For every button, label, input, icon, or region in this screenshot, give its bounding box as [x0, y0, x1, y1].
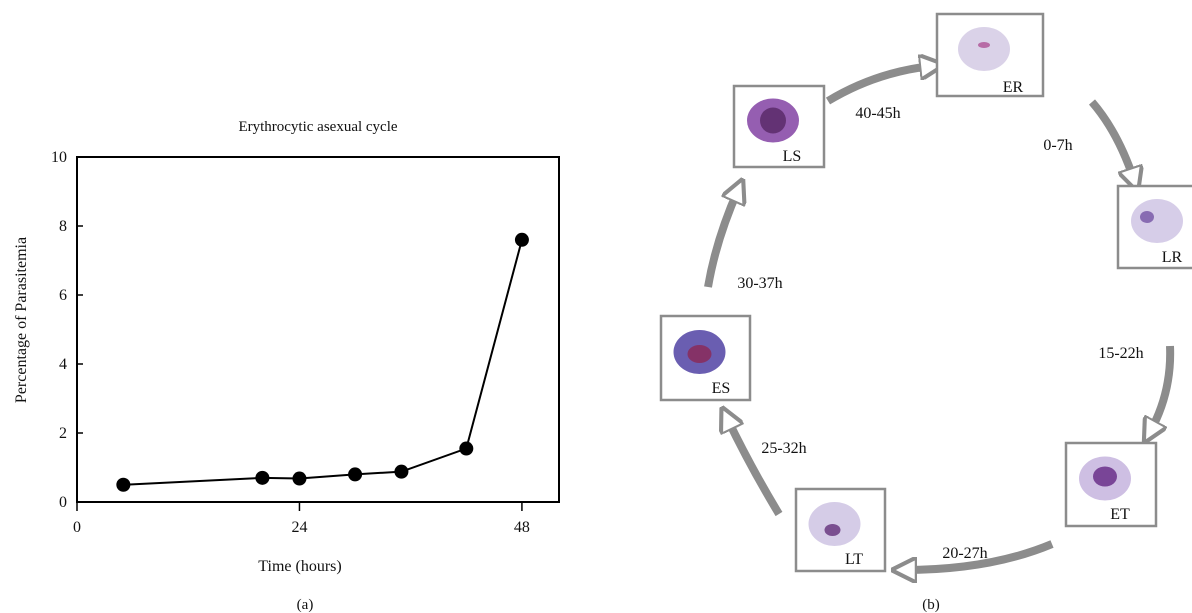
parasite-image — [978, 42, 990, 48]
parasite-image — [760, 107, 786, 134]
cycle-arrow — [825, 66, 932, 105]
stage-label: LS — [783, 148, 802, 165]
transition-label: 20-27h — [942, 545, 987, 562]
chart-title: Erythrocytic asexual cycle — [238, 119, 397, 135]
y-axis-label: Percentage of Parasitemia — [13, 237, 30, 403]
x-tick-label: 0 — [73, 519, 81, 536]
x-axis-ticks: 0 24 48 — [73, 502, 530, 536]
plot-frame — [76, 156, 560, 503]
y-tick-label: 6 — [59, 287, 67, 304]
transition-label: 40-45h — [855, 105, 900, 122]
parasite-image — [824, 524, 841, 536]
cycle-arrows — [704, 66, 1175, 570]
stage-ls: LS — [732, 84, 826, 169]
cell-image — [958, 27, 1010, 71]
transition-label: 15-22h — [1098, 345, 1143, 362]
stage-label: ET — [1110, 506, 1130, 523]
transition-label: 30-37h — [737, 275, 782, 292]
y-axis-ticks: 0 2 4 6 8 10 — [51, 149, 83, 511]
stage-label: LR — [1162, 249, 1183, 266]
data-point — [514, 232, 529, 247]
stage-label: ES — [712, 380, 731, 397]
data-point — [394, 464, 409, 479]
stage-lt: LT — [794, 487, 887, 573]
cycle-arrow — [727, 418, 783, 517]
panel-b-label: (b) — [922, 597, 940, 613]
stage-label: ER — [1003, 79, 1024, 96]
x-tick-label: 24 — [291, 519, 307, 536]
transition-label: 0-7h — [1043, 137, 1072, 154]
data-point — [459, 441, 474, 456]
stage-es: ES — [659, 314, 752, 402]
parasite-image — [1093, 466, 1117, 487]
panel-a-label: (a) — [297, 597, 314, 613]
cell-image — [1131, 199, 1183, 243]
x-axis-label: Time (hours) — [258, 558, 341, 575]
cycle-transitions: 0-7h 15-22h 20-27h 25-32h 30-37h 40-45h — [737, 105, 1143, 562]
stage-lr: LR — [1116, 184, 1192, 270]
stage-et: ET — [1064, 441, 1158, 528]
stage-label: LT — [845, 551, 863, 568]
cycle-arrow — [1088, 99, 1134, 180]
data-point — [348, 467, 363, 482]
cycle-arrow — [1150, 345, 1175, 432]
y-tick-label: 10 — [51, 149, 67, 166]
y-tick-label: 4 — [59, 356, 67, 373]
stage-er: ER — [935, 12, 1045, 98]
y-tick-label: 2 — [59, 425, 67, 442]
y-tick-label: 8 — [59, 218, 67, 235]
data-points — [116, 232, 529, 492]
x-tick-label: 48 — [514, 519, 530, 536]
parasite-image — [1140, 211, 1154, 223]
cell-image — [808, 502, 861, 546]
y-tick-label: 0 — [59, 494, 67, 511]
cycle-arrow — [904, 540, 1054, 570]
data-point — [292, 471, 307, 486]
data-point — [255, 470, 270, 485]
cycle-stages: ER LR ET LT ES LS — [659, 12, 1192, 573]
transition-label: 25-32h — [761, 440, 806, 457]
data-point — [116, 477, 131, 492]
parasite-image — [687, 345, 712, 363]
cycle-arrow — [704, 190, 738, 288]
cycle-diagram: ER LR ET LT ES LS 0-7h 15-22h 20-27h 25-32h 30-37… — [659, 12, 1192, 613]
